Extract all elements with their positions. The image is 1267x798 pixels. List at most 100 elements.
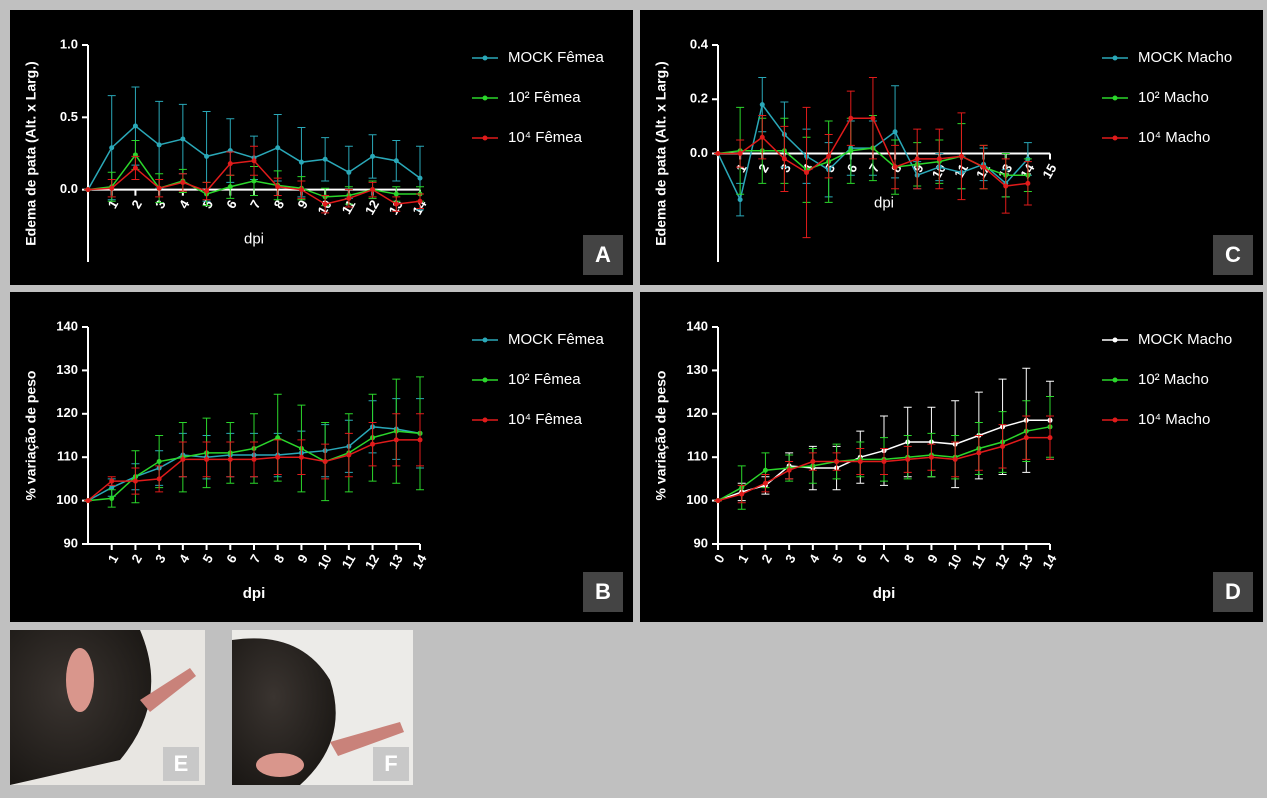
data-point xyxy=(881,459,887,465)
data-point xyxy=(936,156,942,162)
paw xyxy=(256,753,304,777)
y-tick-label: 100 xyxy=(686,492,708,507)
y-tick-label: 90 xyxy=(64,535,78,550)
y-tick-label: 1.0 xyxy=(60,36,78,51)
data-point xyxy=(346,452,352,458)
y-tick-label: 140 xyxy=(686,318,708,333)
y-axis-label: Edema de pata (Alt. x Larg.) xyxy=(23,61,39,245)
data-point xyxy=(786,467,792,473)
data-point xyxy=(298,454,304,460)
y-tick-label: 110 xyxy=(687,449,708,464)
data-point xyxy=(393,191,399,197)
data-point xyxy=(1023,435,1029,441)
paw xyxy=(140,668,196,712)
photo-label: F xyxy=(384,751,397,776)
legend-label: 10⁴ Fêmea xyxy=(508,411,583,428)
x-tick-label: 13 xyxy=(1016,552,1036,572)
photo-f: F xyxy=(232,630,413,785)
data-point xyxy=(298,159,304,165)
x-tick-label: 10 xyxy=(944,552,964,572)
data-point xyxy=(715,498,721,504)
y-tick-label: 130 xyxy=(686,362,708,377)
data-point xyxy=(857,459,863,465)
data-point xyxy=(298,187,304,193)
data-point xyxy=(109,478,115,484)
data-point xyxy=(417,437,423,443)
data-point xyxy=(346,195,352,201)
y-axis-label: Edema de pata (Alt. x Larg.) xyxy=(653,61,669,245)
x-tick-label: 11 xyxy=(969,552,989,571)
data-point xyxy=(762,480,768,486)
data-point xyxy=(981,164,987,170)
legend-label: 10⁴ Macho xyxy=(1138,129,1210,146)
legend-label: 10² Fêmea xyxy=(508,371,581,388)
data-point xyxy=(759,134,765,140)
data-point xyxy=(156,476,162,482)
legend-swatch xyxy=(482,135,488,141)
label-box xyxy=(163,747,199,781)
y-tick-label: 120 xyxy=(686,405,708,420)
data-point xyxy=(275,435,281,441)
data-point xyxy=(715,151,721,156)
y-tick-label: 0.0 xyxy=(60,181,78,196)
y-tick-label: 0.4 xyxy=(690,36,709,51)
x-tick-label: 12 xyxy=(362,197,382,217)
paw xyxy=(66,648,94,712)
x-tick-label: 10 xyxy=(929,161,949,181)
panel-letter-box xyxy=(583,572,623,612)
data-point xyxy=(227,456,233,462)
data-point xyxy=(976,450,982,456)
data-point xyxy=(759,102,765,108)
legend-swatch xyxy=(1112,55,1118,61)
data-point xyxy=(393,158,399,164)
data-point xyxy=(251,178,257,184)
legend-swatch xyxy=(1112,95,1118,101)
panel-letter-box xyxy=(583,235,623,275)
data-point xyxy=(251,158,257,164)
data-point xyxy=(132,165,138,171)
y-tick-label: 100 xyxy=(56,492,78,507)
data-point xyxy=(762,467,768,473)
data-point xyxy=(227,184,233,190)
data-point xyxy=(417,198,423,204)
data-point xyxy=(156,142,162,148)
legend-label: 10² Fêmea xyxy=(508,89,581,106)
mouse-body xyxy=(232,638,336,785)
x-axis-label: dpi xyxy=(873,585,896,602)
data-point xyxy=(322,201,328,207)
data-point xyxy=(227,161,233,167)
panel-background xyxy=(640,10,1263,285)
data-point xyxy=(393,437,399,443)
data-point xyxy=(322,156,328,162)
legend-label: MOCK Fêmea xyxy=(508,331,605,348)
data-point xyxy=(109,185,115,191)
data-point xyxy=(848,115,854,121)
panel-letter: B xyxy=(595,579,611,604)
data-point xyxy=(180,179,186,185)
data-point xyxy=(132,123,138,129)
x-tick-label: 12 xyxy=(992,552,1012,572)
data-point xyxy=(958,153,964,159)
x-tick-label: 13 xyxy=(386,552,406,572)
x-tick-label: 11 xyxy=(339,552,359,571)
y-tick-label: 110 xyxy=(57,449,78,464)
legend-label: MOCK Macho xyxy=(1138,331,1232,348)
chart-panel: 0.00.20.4123456789101112131415dpiEdema d… xyxy=(640,10,1263,285)
paw xyxy=(330,722,404,756)
data-point xyxy=(346,169,352,175)
photo-label: E xyxy=(174,751,189,776)
data-point xyxy=(85,498,91,504)
data-point xyxy=(370,187,376,193)
panel-letter: A xyxy=(595,242,611,267)
panel-letter-box xyxy=(1213,235,1253,275)
legend-swatch xyxy=(1112,377,1118,383)
data-point xyxy=(905,456,911,462)
data-point xyxy=(156,185,162,191)
legend-label: 10⁴ Macho xyxy=(1138,411,1210,428)
panel-letter-box xyxy=(1213,572,1253,612)
data-point xyxy=(204,188,210,194)
data-point xyxy=(826,153,832,159)
data-point xyxy=(109,145,115,151)
